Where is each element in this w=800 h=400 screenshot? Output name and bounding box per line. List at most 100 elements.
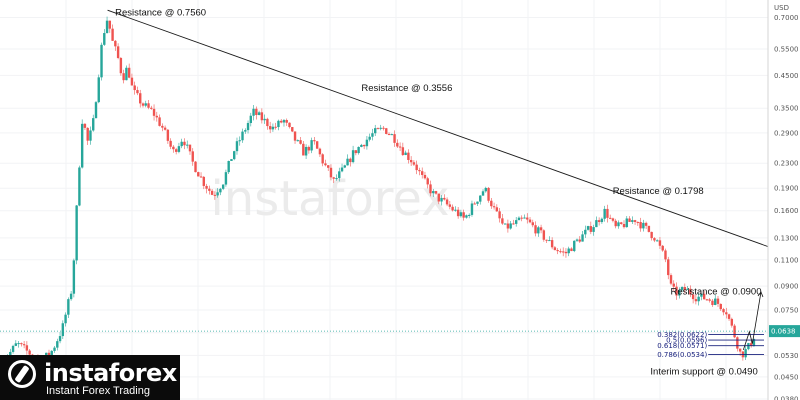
y-tick-label: 0.0380 [774,395,799,400]
candle-down [749,343,753,347]
candle-down [401,147,405,155]
candle-down [199,176,203,178]
instaforex-logo: instaforex Instant Forex Trading [0,355,180,400]
candle-up [103,33,106,45]
candle-down [434,191,438,194]
candle-down [141,103,145,106]
candle-up [64,314,67,324]
axis-background [768,0,800,400]
candle-up [61,323,65,337]
candle-up [238,140,241,142]
candle-up [69,293,73,300]
candle-down [512,223,515,225]
candle-up [600,218,604,223]
candle-up [714,298,717,305]
candle-down [188,144,192,152]
candle-down [658,240,662,246]
candle-down [650,231,653,239]
candle-up [368,136,371,140]
candle-up [379,127,382,129]
y-tick-label: 0.0750 [774,306,799,314]
candle-up [631,220,634,222]
logo-name: instaforex [44,359,177,387]
candle-up [752,338,756,347]
candle-down [155,115,159,118]
currency-label: USD [774,4,789,12]
candle-down [570,248,573,252]
candle-down [161,125,164,128]
candle-up [581,234,584,242]
candle-down [376,128,380,130]
candle-up [310,140,313,151]
candle-down [443,197,446,200]
candle-down [611,218,615,221]
candle-up [575,239,579,241]
candle-down [418,170,421,172]
y-tick-label: 0.0530 [774,352,799,360]
candle-down [501,218,504,224]
candle-up [252,108,255,116]
y-tick-label: 0.4500 [774,72,799,80]
candle-down [716,298,720,304]
candle-up [655,240,659,242]
candle-down [194,161,197,173]
candle-up [249,115,253,124]
candle-down [382,127,385,129]
candle-down [564,251,568,254]
candle-up [97,77,100,103]
candle-down [539,227,543,231]
candle-up [221,184,225,189]
candle-up [11,345,15,352]
candle-up [523,217,526,219]
candle-down [528,219,532,223]
candle-up [371,133,374,137]
candle-down [429,184,432,194]
candle-down [409,159,413,163]
candle-up [517,217,521,221]
candle-up [642,222,645,229]
candle-down [722,309,725,313]
candle-down [321,154,324,164]
candle-up [304,146,308,156]
candle-down [661,245,664,251]
candle-down [490,200,493,207]
resistance-annotation: Resistance @ 0.0900 [671,286,762,297]
y-tick-label: 0.1900 [774,185,799,193]
candle-up [747,343,750,350]
candle-down [725,312,728,315]
candle-down [462,212,465,218]
candle-down [274,126,277,128]
candle-down [667,259,670,276]
candle-up [67,299,70,315]
descending-trendline [107,9,797,258]
candle-down [324,163,327,166]
fib-level-label: 0.382(0.0622) [657,331,707,339]
candle-down [636,221,640,223]
resistance-annotation: Resistance @ 0.3556 [361,83,452,94]
candle-down [620,222,623,224]
candle-down [299,140,302,144]
candle-up [678,289,681,296]
candle-down [398,146,402,148]
candle-down [116,46,120,58]
candle-down [318,148,322,155]
candle-down [550,240,554,248]
candle-up [271,126,275,130]
candle-down [20,343,23,345]
candle-up [233,151,236,160]
candle-up [230,159,233,161]
candle-down [174,149,178,152]
candle-down [664,250,667,260]
candle-up [50,350,53,356]
candle-up [365,139,369,147]
candle-down [520,217,523,219]
candle-down [412,162,416,165]
candle-up [503,223,507,225]
candle-up [235,141,239,152]
candle-up [216,192,219,196]
current-price-label: 0.0638 [771,328,796,336]
candle-up [360,144,363,147]
candle-up [390,134,393,136]
